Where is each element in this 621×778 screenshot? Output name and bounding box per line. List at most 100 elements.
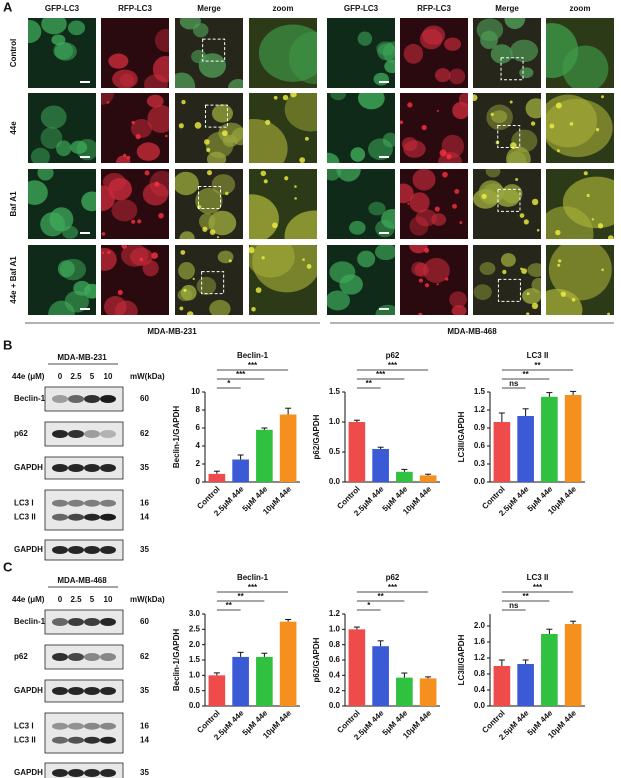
cell xyxy=(177,288,193,302)
cell xyxy=(368,138,393,161)
significance-label: ** xyxy=(226,601,233,610)
puncta xyxy=(194,122,202,129)
bar xyxy=(256,656,273,706)
y-axis-label: Beclin-1/GAPDH xyxy=(172,629,181,691)
y-tick-label: 0.0 xyxy=(189,701,201,710)
puncta xyxy=(556,149,560,153)
cells xyxy=(327,169,395,238)
significance-label: *** xyxy=(376,370,386,379)
micrograph xyxy=(101,18,169,88)
band xyxy=(52,653,68,661)
significance-label: *** xyxy=(388,361,398,370)
cells xyxy=(28,18,86,61)
micrograph xyxy=(175,18,243,88)
mw-label: 60 xyxy=(140,394,149,403)
y-tick-label: 0.3 xyxy=(474,459,486,468)
puncta xyxy=(536,228,540,232)
cell xyxy=(56,140,72,157)
band xyxy=(84,736,100,744)
puncta xyxy=(601,95,605,99)
puncta xyxy=(571,297,576,302)
puncta xyxy=(558,259,562,263)
micrograph xyxy=(400,18,468,88)
micrograph xyxy=(546,18,614,88)
band xyxy=(68,513,84,521)
puncta xyxy=(549,123,555,129)
puncta xyxy=(225,191,229,196)
cell xyxy=(374,245,395,261)
band xyxy=(100,769,116,777)
bar xyxy=(232,459,249,482)
band xyxy=(68,687,84,695)
micrograph xyxy=(546,169,614,239)
cell xyxy=(381,209,395,229)
puncta xyxy=(202,226,208,232)
cell xyxy=(178,262,195,280)
mw-label: 35 xyxy=(140,768,149,777)
significance-label: * xyxy=(227,379,231,388)
cells xyxy=(357,31,395,86)
panel-label: C xyxy=(3,559,13,574)
y-axis-label: Beclin-1/GAPDH xyxy=(172,406,181,468)
cell xyxy=(486,104,513,131)
y-tick-label: 0.9 xyxy=(474,423,486,432)
cell xyxy=(449,291,467,308)
band xyxy=(84,653,100,661)
chart-title: Beclin-1 xyxy=(237,573,269,582)
puncta xyxy=(209,229,216,235)
zoom-box xyxy=(201,271,225,295)
puncta xyxy=(263,179,268,184)
band xyxy=(84,499,100,507)
cell xyxy=(249,119,288,163)
cell xyxy=(57,260,75,278)
band xyxy=(52,618,68,626)
cell xyxy=(40,127,63,149)
puncta xyxy=(445,277,449,281)
band xyxy=(100,722,116,730)
bar xyxy=(564,395,582,482)
y-tick-label: 0 xyxy=(196,477,201,486)
cell xyxy=(444,37,462,51)
cell xyxy=(451,305,467,315)
band xyxy=(100,513,116,521)
treatment-label: 44e (μM) xyxy=(12,595,45,604)
cell xyxy=(546,288,583,315)
significance-label: *** xyxy=(248,583,258,592)
bar xyxy=(517,664,534,706)
zoom-box xyxy=(204,104,228,128)
puncta xyxy=(509,100,513,104)
cell xyxy=(495,188,520,207)
cell xyxy=(510,39,539,63)
mw-label: 16 xyxy=(140,498,149,507)
row-label: Baf A1 xyxy=(9,191,18,217)
cell xyxy=(521,288,541,304)
puncta xyxy=(473,94,478,102)
cell xyxy=(511,129,538,153)
cell xyxy=(327,290,351,311)
band xyxy=(84,769,100,777)
y-axis-label: LC3II/GAPDH xyxy=(457,634,466,685)
bar xyxy=(419,475,437,482)
cell xyxy=(112,69,138,88)
band xyxy=(84,430,100,438)
column-header: GFP-LC3 xyxy=(45,4,80,13)
cell xyxy=(409,245,428,254)
cell xyxy=(382,41,395,64)
puncta xyxy=(595,127,600,132)
micrograph xyxy=(473,18,541,88)
dose-label: 0 xyxy=(58,372,63,381)
cell xyxy=(400,183,414,204)
cell xyxy=(108,53,129,69)
y-tick-label: 8 xyxy=(196,405,201,414)
chart-title: p62 xyxy=(386,351,400,360)
cells xyxy=(546,23,609,88)
cell xyxy=(330,93,347,101)
puncta xyxy=(407,202,410,205)
blot-cell-line: MDA-MB-468 xyxy=(57,576,107,585)
micrograph xyxy=(473,93,541,163)
cell xyxy=(179,231,195,239)
puncta xyxy=(502,269,507,275)
puncta xyxy=(481,193,487,200)
cell xyxy=(409,192,430,213)
puncta xyxy=(407,102,413,108)
